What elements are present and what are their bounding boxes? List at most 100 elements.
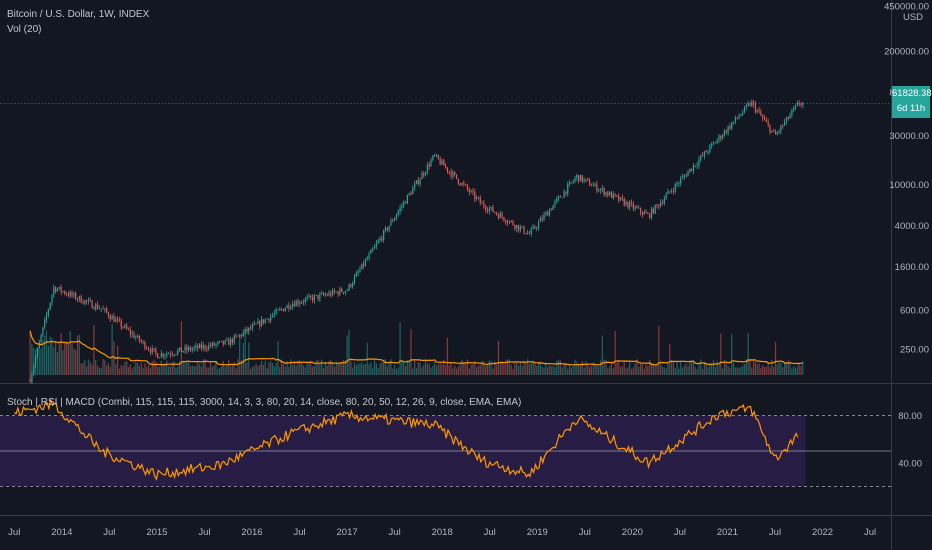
candle-body	[164, 355, 166, 357]
volume-bar	[129, 364, 131, 375]
candle-body	[157, 353, 159, 359]
volume-bar	[404, 365, 407, 375]
volume-bar	[521, 365, 523, 375]
volume-bar	[765, 366, 767, 375]
volume-bar	[445, 365, 447, 375]
volume-bar	[548, 365, 551, 375]
volume-bar	[519, 362, 521, 375]
candle-body	[58, 286, 60, 289]
candle-body	[479, 197, 481, 203]
volume-bar	[457, 366, 459, 375]
candle-body	[100, 308, 102, 310]
volume-bar	[284, 366, 286, 375]
volume-bar	[691, 360, 693, 375]
volume-bar	[610, 361, 613, 375]
candle-body	[687, 171, 689, 177]
volume-bar	[104, 360, 106, 375]
candle-body	[618, 195, 620, 201]
candle-body	[64, 291, 66, 294]
candle-body	[747, 103, 749, 106]
candle-body	[676, 183, 678, 185]
candle-body	[424, 172, 427, 176]
volume-bar	[383, 360, 385, 375]
volume-bar	[363, 364, 365, 375]
volume-bar	[301, 362, 303, 375]
candle-body	[341, 288, 343, 293]
candle-body	[366, 258, 368, 260]
candle-body	[44, 319, 46, 328]
candle-body	[381, 238, 383, 240]
candle-body	[250, 327, 252, 329]
volume-bar	[776, 364, 778, 375]
candle-body	[641, 212, 644, 215]
candle-body	[277, 309, 279, 311]
candle-body	[131, 333, 133, 335]
volume-bar	[760, 367, 762, 375]
candle-body	[219, 341, 221, 343]
candle-body	[104, 308, 106, 310]
volume-bar	[95, 360, 97, 375]
volume-bar	[565, 364, 567, 375]
candle-body	[731, 123, 733, 129]
candle-body	[175, 353, 177, 355]
candle-body	[96, 304, 99, 309]
candle-body	[711, 143, 713, 146]
indicator-legend[interactable]: Stoch | RSI | MACD (Combi, 115, 115, 115…	[7, 397, 522, 408]
volume-bar	[751, 367, 753, 375]
volume-bar	[718, 364, 720, 375]
volume-bar	[773, 366, 775, 375]
volume-bar	[756, 364, 758, 375]
candle-body	[441, 160, 443, 165]
volume-bar	[36, 347, 39, 375]
candle-body	[388, 225, 390, 231]
candle-body	[443, 160, 445, 166]
candle-body	[658, 204, 660, 207]
volume-bar	[277, 340, 279, 375]
volume-bar	[694, 366, 696, 375]
volume-bar	[528, 364, 531, 375]
candle-body	[745, 105, 747, 107]
candle-body	[399, 207, 401, 212]
volume-bar	[570, 367, 572, 375]
candle-body	[361, 263, 363, 270]
volume-bar	[202, 359, 204, 375]
candle-body	[290, 307, 292, 309]
candle-body	[87, 300, 90, 302]
candle-body	[322, 293, 325, 295]
volume-legend[interactable]: Vol (20)	[7, 24, 42, 35]
candle-body	[42, 327, 44, 336]
candle-body	[231, 338, 233, 343]
time-tick-label: Jul	[293, 527, 305, 538]
volume-bar	[393, 364, 396, 375]
candle-body	[760, 111, 762, 116]
candle-body	[29, 378, 31, 383]
candle-body	[434, 155, 436, 156]
candle-body	[71, 292, 73, 296]
volume-bar	[335, 361, 337, 375]
volume-bar	[169, 366, 172, 375]
volume-bar	[731, 334, 733, 375]
symbol-title[interactable]: Bitcoin / U.S. Dollar, 1W, INDEX	[7, 9, 150, 20]
candle-body	[483, 202, 485, 207]
candle-body	[468, 189, 470, 193]
volume-bar	[217, 368, 219, 375]
volume-bar	[585, 361, 587, 375]
volume-bar	[747, 333, 749, 375]
volume-bar	[215, 360, 217, 375]
indicator-tick-label: 80.00	[898, 411, 922, 422]
candle-body	[197, 345, 199, 349]
volume-bar	[497, 340, 500, 375]
candle-body	[217, 342, 219, 345]
volume-bar	[782, 367, 784, 375]
candle-body	[377, 240, 379, 244]
volume-bar	[206, 367, 208, 375]
candle-body	[763, 118, 766, 120]
candle-body	[332, 290, 334, 296]
candle-body	[776, 132, 778, 135]
volume-bar	[319, 362, 321, 375]
volume-bar	[443, 360, 445, 375]
volume-bar	[647, 366, 649, 375]
volume-bar	[304, 367, 306, 375]
candle-body	[89, 300, 91, 301]
